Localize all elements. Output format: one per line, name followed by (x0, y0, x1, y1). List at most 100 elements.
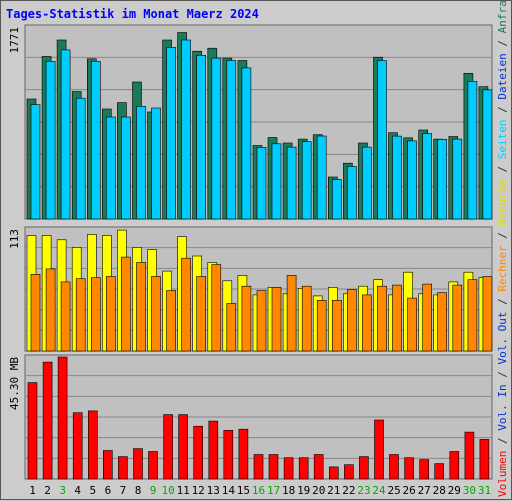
bar-rechner-day-14 (226, 303, 237, 352)
bar-rechner-day-18 (286, 275, 297, 352)
bar-rechner-day-30 (467, 279, 478, 352)
legend-entry-0: Volumen (496, 451, 509, 497)
bar-dateien-day-16 (256, 147, 267, 220)
bar-dateien-day-18 (286, 146, 297, 220)
bar-dateien-day-28 (437, 139, 448, 220)
legend-entry-1: / (496, 431, 509, 451)
bar-volumen-day-4 (72, 412, 83, 480)
bar-rechner-day-17 (271, 286, 282, 352)
bar-volumen-day-14 (223, 429, 234, 480)
x-tick-label-day-12: 12 (192, 484, 205, 497)
bar-dateien-day-4 (75, 97, 86, 220)
x-tick-label-day-10: 10 (161, 484, 174, 497)
panel-bottom-axis-label: 45.30 MB (8, 357, 21, 410)
bar-volumen-day-31 (479, 439, 490, 480)
bar-volumen-day-8 (133, 448, 143, 480)
x-tick-label-day-5: 5 (89, 484, 96, 497)
bar-dateien-day-14 (226, 60, 237, 220)
bar-rechner-day-19 (301, 285, 312, 352)
bar-dateien-day-2 (45, 60, 56, 220)
x-tick-label-day-1: 1 (29, 484, 36, 497)
x-tick-label-day-3: 3 (59, 484, 66, 497)
bar-volumen-day-7 (118, 456, 128, 480)
bar-rechner-day-9 (151, 276, 161, 352)
x-tick-label-day-9: 9 (150, 484, 157, 497)
legend-entry-6: Rechner (496, 245, 509, 292)
legend-entry-13: / (496, 33, 509, 53)
bar-dateien-day-10 (166, 47, 176, 220)
bar-volumen-day-29 (449, 451, 460, 480)
bar-rechner-day-3 (60, 281, 71, 352)
x-tick-label-day-21: 21 (327, 484, 340, 497)
bar-volumen-day-21 (328, 466, 339, 480)
legend-entry-8: Besuche (496, 179, 509, 225)
bar-dateien-day-11 (181, 39, 191, 220)
bar-volumen-day-18 (283, 457, 294, 480)
x-tick-label-day-30: 30 (463, 484, 476, 497)
bar-dateien-day-23 (362, 146, 372, 220)
bar-volumen-day-19 (298, 457, 309, 480)
bar-dateien-day-22 (347, 166, 357, 220)
legend-entry-14: Anfragen (496, 1, 509, 33)
bar-rechner-day-5 (91, 277, 101, 352)
x-tick-label-day-15: 15 (237, 484, 250, 497)
bar-rechner-day-22 (347, 289, 357, 352)
bar-dateien-day-31 (482, 89, 493, 220)
x-tick-label-day-14: 14 (222, 484, 236, 497)
bar-volumen-day-1 (27, 382, 38, 480)
bar-volumen-day-27 (419, 459, 430, 480)
x-tick-label-day-29: 29 (448, 484, 461, 497)
bar-volumen-day-6 (103, 450, 113, 480)
x-tick-label-day-24: 24 (372, 484, 386, 497)
bar-volumen-day-12 (193, 425, 203, 480)
bar-volumen-day-17 (268, 454, 279, 480)
x-tick-label-day-31: 31 (478, 484, 491, 497)
legend-entry-4: Vol. Out (496, 312, 509, 365)
bar-rechner-day-2 (45, 268, 56, 352)
bar-dateien-day-6 (106, 116, 116, 220)
bar-rechner-day-13 (211, 264, 222, 352)
bar-dateien-day-30 (467, 81, 478, 220)
bar-dateien-day-15 (241, 67, 252, 220)
legend-entry-7: / (496, 225, 509, 245)
x-tick-label-day-4: 4 (74, 484, 81, 497)
bar-rechner-day-25 (392, 284, 402, 352)
x-tick-label-day-17: 17 (267, 484, 280, 497)
bar-dateien-day-24 (377, 60, 387, 220)
bar-volumen-day-13 (208, 420, 219, 480)
x-tick-label-day-13: 13 (207, 484, 220, 497)
bar-dateien-day-1 (30, 104, 41, 220)
x-tick-label-day-6: 6 (105, 484, 112, 497)
x-tick-label-day-23: 23 (357, 484, 370, 497)
bar-rechner-day-12 (196, 276, 206, 352)
bar-rechner-day-6 (106, 276, 116, 352)
bar-volumen-day-26 (404, 457, 414, 480)
bar-rechner-day-28 (437, 292, 448, 352)
legend-entry-2: Vol. In (496, 384, 509, 430)
bar-dateien-day-13 (211, 57, 222, 220)
bar-dateien-day-21 (331, 179, 342, 220)
bar-rechner-day-27 (422, 283, 433, 352)
bar-rechner-day-20 (316, 299, 327, 352)
x-tick-label-day-28: 28 (433, 484, 446, 497)
x-tick-label-day-25: 25 (387, 484, 400, 497)
bar-rechner-day-10 (166, 290, 176, 352)
bar-dateien-day-5 (91, 60, 101, 220)
bar-volumen-day-16 (253, 454, 264, 480)
x-tick-label-day-2: 2 (44, 484, 51, 497)
bar-rechner-day-11 (181, 257, 191, 352)
bar-dateien-day-26 (407, 140, 417, 220)
bar-volumen-day-25 (389, 454, 399, 480)
bar-rechner-day-24 (377, 285, 387, 352)
legend-entry-10: Seiten (496, 119, 509, 159)
bar-dateien-day-7 (121, 116, 131, 220)
x-tick-label-day-19: 19 (297, 484, 310, 497)
bar-volumen-day-15 (238, 428, 249, 480)
bar-volumen-day-22 (344, 464, 354, 480)
legend-entry-9: / (496, 159, 509, 179)
legend-entry-3: / (496, 365, 509, 385)
bar-dateien-day-9 (151, 107, 161, 220)
panel-top-axis-label: 1771 (8, 27, 21, 54)
bar-volumen-day-2 (42, 361, 53, 480)
